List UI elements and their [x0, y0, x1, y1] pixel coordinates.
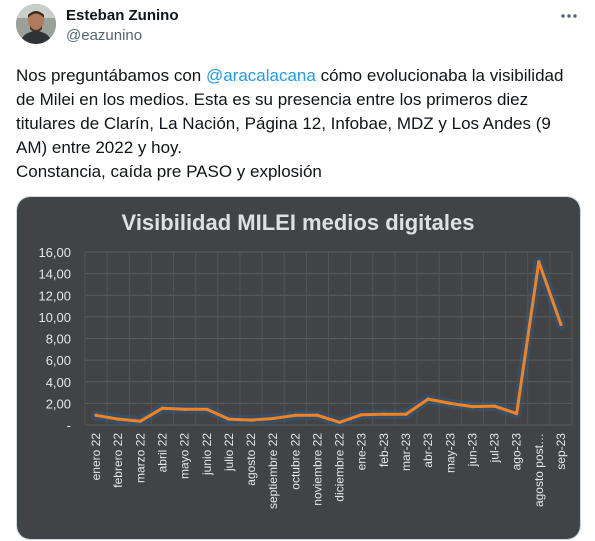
- x-tick-label: noviembre 22: [310, 433, 324, 506]
- data-point: [382, 412, 386, 416]
- x-tick-label: jul-23: [488, 433, 502, 464]
- x-tick-label: mar-23: [399, 433, 413, 471]
- data-point: [249, 418, 253, 422]
- tweet-text-after-mention: cómo evolucionaba la visibilidad de Mile…: [16, 66, 564, 157]
- data-point: [515, 412, 519, 416]
- data-point: [94, 413, 98, 417]
- data-point: [293, 413, 297, 417]
- x-tick-label: sep-23: [554, 433, 568, 470]
- chart-grid: [84, 251, 573, 426]
- tweet-media-image[interactable]: Visibilidad MILEI medios digitales - 2,00…: [16, 196, 581, 540]
- chart-series: [91, 256, 566, 428]
- data-point: [492, 404, 497, 408]
- avatar-image: [16, 4, 56, 44]
- x-tick-label: febrero 22: [111, 433, 125, 488]
- x-tick-label: may-23: [443, 433, 457, 473]
- data-point: [426, 397, 430, 401]
- data-point: [537, 260, 541, 264]
- series-line: [94, 260, 563, 424]
- y-axis-tick-labels: - 2,00 4,00 6,00 8,00 10,00 12,00 14,00 16,00: [38, 245, 71, 433]
- data-point: [116, 417, 120, 421]
- data-point: [205, 407, 209, 411]
- x-tick-label: abr-23: [421, 433, 435, 468]
- x-tick-label: jun-23: [465, 433, 479, 468]
- x-tick-label: agosto post…: [532, 433, 546, 507]
- x-tick-label: feb-23: [377, 433, 391, 467]
- data-point: [404, 412, 408, 416]
- y-tick-label: 4,00: [46, 375, 71, 390]
- more-options-button[interactable]: [556, 5, 582, 27]
- x-tick-label: abril 22: [155, 433, 169, 473]
- x-tick-label: octubre 22: [288, 433, 302, 490]
- tweet-text-before-mention: Nos preguntábamos con: [16, 66, 206, 85]
- data-point: [315, 413, 320, 417]
- y-tick-label: -: [67, 418, 71, 433]
- line-chart: Visibilidad MILEI medios digitales - 2,00…: [38, 210, 573, 509]
- y-tick-label: 16,00: [38, 245, 71, 260]
- data-point: [448, 401, 452, 405]
- data-point: [160, 406, 165, 410]
- tweet-text-line2: Constancia, caída pre PASO y explosión: [16, 162, 322, 181]
- data-point: [337, 420, 342, 424]
- x-tick-label: enero 22: [89, 433, 103, 481]
- x-tick-label: ago-23: [510, 433, 524, 471]
- y-tick-label: 14,00: [38, 267, 71, 282]
- x-tick-label: mayo 22: [178, 433, 192, 479]
- x-tick-label: julio 22: [222, 433, 236, 472]
- y-tick-label: 8,00: [46, 332, 71, 347]
- chart-panel: Visibilidad MILEI medios digitales - 2,00…: [17, 197, 580, 539]
- y-tick-label: 2,00: [46, 396, 71, 411]
- x-tick-label: diciembre 22: [333, 433, 347, 502]
- mention-link[interactable]: @aracalacana: [205, 66, 316, 85]
- author-avatar[interactable]: [16, 4, 56, 44]
- y-tick-label: 10,00: [38, 310, 71, 325]
- y-tick-label: 6,00: [46, 353, 71, 368]
- data-point: [470, 405, 474, 409]
- data-point: [227, 417, 231, 421]
- tweet-text: Nos preguntábamos con @aracalacana cómo …: [16, 64, 582, 184]
- x-axis-tick-labels: enero 22 febrero 22 marzo 22 abril 22 mayo 2…: [89, 433, 568, 509]
- data-point: [360, 413, 364, 417]
- author-name[interactable]: Esteban Zunino: [66, 7, 179, 24]
- data-point: [559, 322, 563, 327]
- data-point: [271, 416, 275, 421]
- author-handle[interactable]: @eazunino: [66, 27, 143, 44]
- x-tick-label: septiembre 22: [266, 433, 280, 509]
- x-tick-label: ene-23: [355, 433, 369, 471]
- chart-title: Visibilidad MILEI medios digitales: [122, 210, 475, 235]
- data-point: [138, 419, 142, 423]
- x-tick-label: agosto 22: [244, 433, 258, 486]
- data-point: [183, 407, 187, 411]
- y-tick-label: 12,00: [38, 288, 71, 303]
- x-tick-label: marzo 22: [133, 433, 147, 483]
- more-horizontal-icon: [561, 14, 577, 18]
- x-tick-label: junio 22: [200, 433, 214, 476]
